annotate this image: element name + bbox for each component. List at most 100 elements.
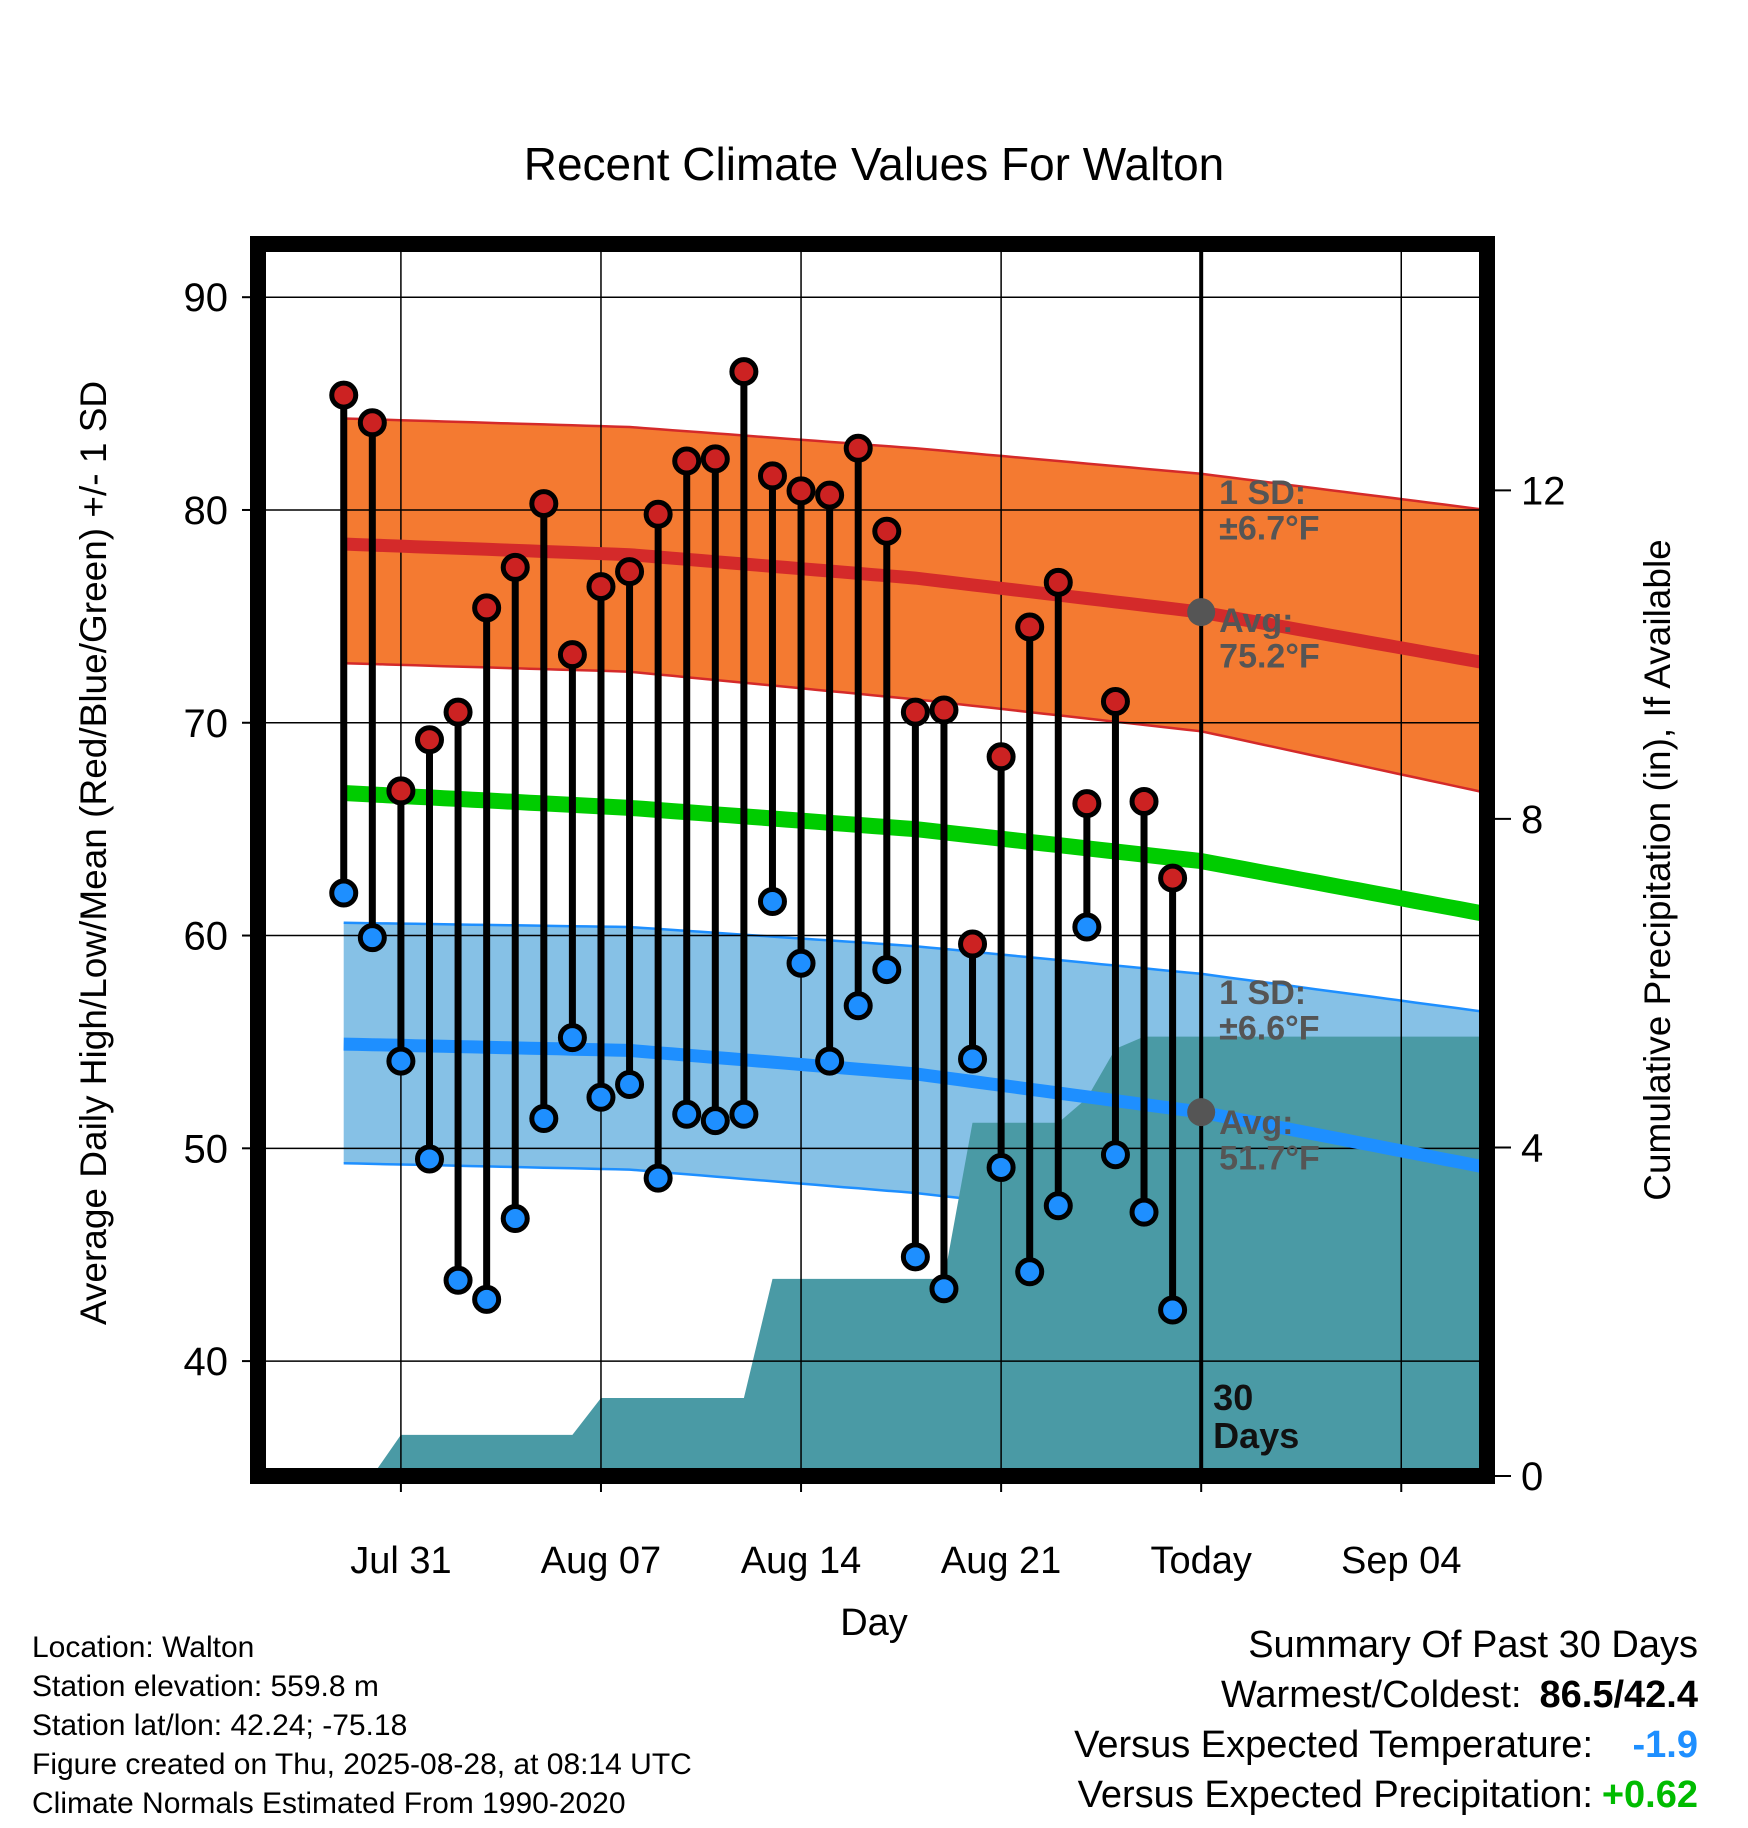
- daily-low-point: [357, 923, 387, 953]
- daily-high-point: [672, 446, 702, 476]
- high-avg-annotation-line2: 75.2°F: [1219, 638, 1320, 676]
- y-tick-label: 40: [184, 1340, 229, 1384]
- daily-high-point: [815, 480, 845, 510]
- high-avg-annotation: Avg: 75.2°F: [1219, 602, 1320, 676]
- daily-low-point: [815, 1046, 845, 1076]
- x-tick-label: Jul 31: [350, 1540, 451, 1582]
- daily-high-point: [615, 557, 645, 587]
- window-annotation-line1: 30: [1213, 1377, 1253, 1418]
- y2-tick-label: 12: [1521, 469, 1566, 513]
- high-sd-annotation-line2: ±6.7°F: [1219, 510, 1319, 548]
- low-sd-annotation: 1 SD: ±6.6°F: [1219, 974, 1319, 1048]
- daily-high-point: [529, 489, 559, 519]
- high-avg-line: [343, 537, 1487, 670]
- high-avg-annotation-line1: Avg:: [1219, 602, 1293, 640]
- daily-high-point: [843, 433, 873, 463]
- low-avg-annotation-line2: 51.7°F: [1219, 1140, 1320, 1178]
- daily-low-point: [329, 878, 359, 908]
- today-high-avg-marker: [1187, 598, 1216, 627]
- precip-departure-label: Versus Expected Precipitation:: [1077, 1774, 1593, 1816]
- daily-low-point: [472, 1284, 502, 1314]
- warmest-coldest-value: 86.5/42.4: [1539, 1674, 1698, 1716]
- x-axis-label: Day: [840, 1602, 908, 1644]
- daily-low-point: [986, 1152, 1016, 1182]
- y-tick-label: 50: [184, 1127, 229, 1171]
- elevation-text: Station elevation: 559.8 m: [32, 1670, 379, 1703]
- daily-low-point: [1043, 1191, 1073, 1221]
- daily-low-point: [757, 886, 787, 916]
- y2-tick-label: 8: [1521, 798, 1543, 842]
- daily-high-point: [872, 516, 902, 546]
- daily-high-point: [357, 408, 387, 438]
- daily-low-point: [843, 991, 873, 1021]
- chart-title: Recent Climate Values For Walton: [524, 138, 1225, 190]
- summary-title: Summary Of Past 30 Days: [1248, 1624, 1698, 1666]
- summary-temp: Versus Expected Temperature: -1.9: [1074, 1720, 1698, 1770]
- daily-high-point: [443, 697, 473, 727]
- daily-high-point: [557, 640, 587, 670]
- warmest-coldest-label: Warmest/Coldest:: [1220, 1674, 1522, 1716]
- daily-low-point: [1015, 1257, 1045, 1287]
- x-tick-label: Aug 21: [941, 1540, 1061, 1582]
- location-text: Location: Walton: [32, 1631, 255, 1664]
- summary-precip: Versus Expected Precipitation: +0.62: [1074, 1770, 1698, 1820]
- daily-high-point: [1072, 789, 1102, 819]
- daily-high-point: [643, 499, 673, 529]
- daily-high-point: [757, 461, 787, 491]
- daily-high-point: [500, 552, 530, 582]
- daily-high-point: [700, 444, 730, 474]
- temp-departure-value: -1.9: [1632, 1724, 1698, 1766]
- daily-low-point: [586, 1082, 616, 1112]
- daily-low-point: [615, 1069, 645, 1099]
- summary-panel: Summary Of Past 30 Days Warmest/Coldest:…: [1074, 1620, 1698, 1820]
- daily-low-point: [414, 1144, 444, 1174]
- x-tick-label: Aug 07: [541, 1540, 661, 1582]
- daily-low-point: [529, 1104, 559, 1134]
- daily-high-point: [929, 695, 959, 725]
- y2-tick-label: 4: [1521, 1126, 1543, 1170]
- y-tick-label: 90: [184, 276, 229, 320]
- daily-low-point: [729, 1099, 759, 1129]
- daily-high-point: [729, 357, 759, 387]
- daily-high-point: [329, 380, 359, 410]
- station-info: Location: Walton Station elevation: 559.…: [32, 1628, 692, 1823]
- daily-low-point: [900, 1242, 930, 1272]
- summary-warmest-coldest: Warmest/Coldest: 86.5/42.4: [1074, 1670, 1698, 1720]
- daily-low-point: [700, 1106, 730, 1136]
- y-tick-label: 60: [184, 915, 229, 959]
- high-sd-annotation: 1 SD: ±6.7°F: [1219, 474, 1319, 548]
- daily-low-point: [443, 1265, 473, 1295]
- daily-low-point: [872, 955, 902, 985]
- latlon-text: Station lat/lon: 42.24; -75.18: [32, 1709, 408, 1742]
- daily-high-point: [786, 476, 816, 506]
- y-axis-label-left: Average Daily High/Low/Mean (Red/Blue/Gr…: [73, 381, 114, 1325]
- daily-low-point: [557, 1023, 587, 1053]
- daily-high-point: [1043, 567, 1073, 597]
- plot-frame: [250, 236, 1495, 1484]
- low-avg-annotation-line1: Avg:: [1219, 1104, 1293, 1142]
- temp-departure-label: Versus Expected Temperature:: [1074, 1724, 1593, 1766]
- daily-high-point: [586, 572, 616, 602]
- y-axis-label-right: Cumulative Precipitation (in), If Availa…: [1637, 539, 1678, 1201]
- x-tick-label: Sep 04: [1341, 1540, 1461, 1582]
- daily-high-point: [1129, 786, 1159, 816]
- low-sd-annotation-line1: 1 SD:: [1219, 974, 1306, 1012]
- daily-high-point: [386, 776, 416, 806]
- daily-high-point: [1100, 686, 1130, 716]
- daily-high-point: [1015, 612, 1045, 642]
- daily-low-point: [500, 1204, 530, 1234]
- high-sd-annotation-line1: 1 SD:: [1219, 474, 1306, 512]
- daily-low-point: [1072, 912, 1102, 942]
- daily-low-point: [958, 1044, 988, 1074]
- today-low-avg-marker: [1187, 1098, 1216, 1127]
- y2-tick-label: 0: [1521, 1455, 1543, 1499]
- y-tick-label: 80: [184, 489, 229, 533]
- low-avg-annotation: Avg: 51.7°F: [1219, 1104, 1320, 1178]
- daily-high-point: [414, 725, 444, 755]
- daily-low-point: [672, 1099, 702, 1129]
- high-sd-upper-line: [343, 417, 1487, 512]
- low-sd-annotation-line2: ±6.6°F: [1219, 1010, 1319, 1048]
- daily-high-point: [472, 593, 502, 623]
